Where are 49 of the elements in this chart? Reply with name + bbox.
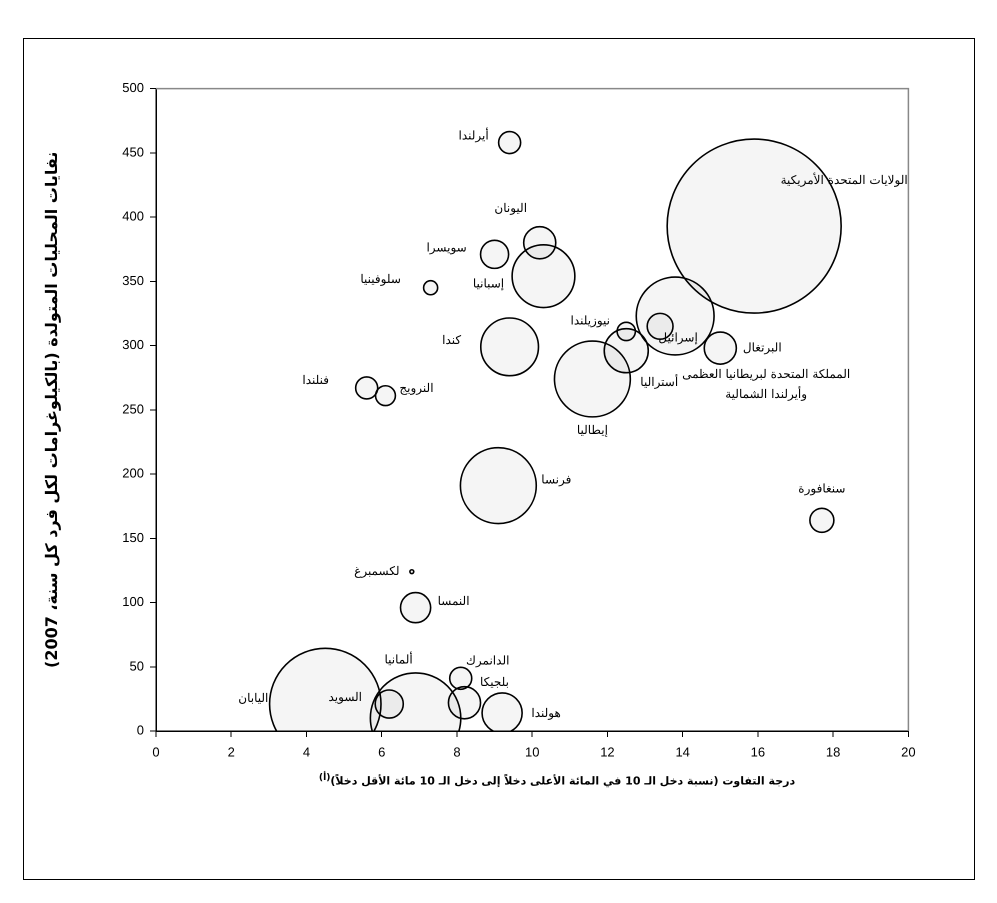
series-label: سلوفينيا — [360, 272, 401, 286]
x-tick-label: 18 — [826, 744, 840, 760]
series-label: هولندا — [531, 706, 561, 720]
y-tick-label: 250 — [122, 401, 144, 416]
series-label: نيوزيلندا — [570, 314, 610, 328]
series-label: بلجيكا — [480, 674, 509, 689]
x-tick-label: 14 — [675, 744, 690, 760]
series-label: اليابان — [238, 691, 268, 706]
series-label: إسرائيل — [658, 330, 698, 344]
series-label: سويسرا — [426, 240, 467, 254]
x-tick-label: 4 — [302, 744, 310, 760]
series-label: الولايات المتحدة الأمريكية — [780, 172, 908, 188]
series-label: النرويج — [399, 380, 434, 395]
x-tick-label: 12 — [600, 744, 615, 760]
series-label: لكسمبرغ — [354, 564, 400, 578]
y-tick-label: 400 — [122, 208, 144, 224]
x-tick-label: 0 — [152, 744, 160, 760]
series-label: المملكة المتحدة لبريطانيا العظمى وأيرلندا الشمالية — [682, 367, 850, 402]
series-label: النمسا — [438, 594, 470, 608]
series-label: البرتغال — [742, 340, 782, 354]
y-tick-label: 350 — [122, 272, 144, 288]
series-label: فرنسا — [541, 472, 572, 487]
series-label: أستراليا — [640, 374, 678, 389]
series-label: اليونان — [494, 200, 528, 215]
series-label: سنغافورة — [798, 481, 846, 496]
y-tick-label: 500 — [122, 80, 144, 96]
y-tick-label: 450 — [122, 144, 144, 160]
series-label: ألمانيا — [384, 651, 413, 666]
x-tick-label: 20 — [901, 744, 916, 760]
series-label: إيطاليا — [576, 423, 608, 438]
x-tick-label: 6 — [378, 744, 386, 760]
x-tick-label: 2 — [228, 744, 235, 760]
y-tick-label: 0 — [136, 722, 144, 738]
series-label: كندا — [442, 332, 462, 347]
y-tick-label: 150 — [122, 530, 144, 545]
x-tick-label: 16 — [750, 744, 766, 760]
series-label: السويد — [328, 690, 362, 704]
y-tick-label: 300 — [122, 337, 144, 352]
series-label: إسبانيا — [472, 276, 504, 290]
y-tick-label: 200 — [122, 466, 144, 481]
series-label: الدانمرك — [466, 653, 510, 668]
text: فنلندا — [302, 373, 329, 388]
series-label: أيرلندا — [458, 128, 489, 143]
y-axis-title: نفايات المحليات المتولدة (بالكيلوغرامات لكل فرد كل سنة، 2007) — [42, 152, 61, 668]
y-tick-label: 100 — [122, 594, 144, 610]
y-tick-label: 50 — [130, 658, 144, 674]
x-tick-label: 10 — [524, 744, 540, 760]
x-tick-label: 8 — [453, 744, 461, 760]
x-axis-title: درجة التفاوت (نسبة دخل الـ 10 في المائة الأعلى دخلاً إلى دخل الـ 10 مائة الأقل دخلاً)$^{(أ)}$ — [318, 772, 796, 788]
